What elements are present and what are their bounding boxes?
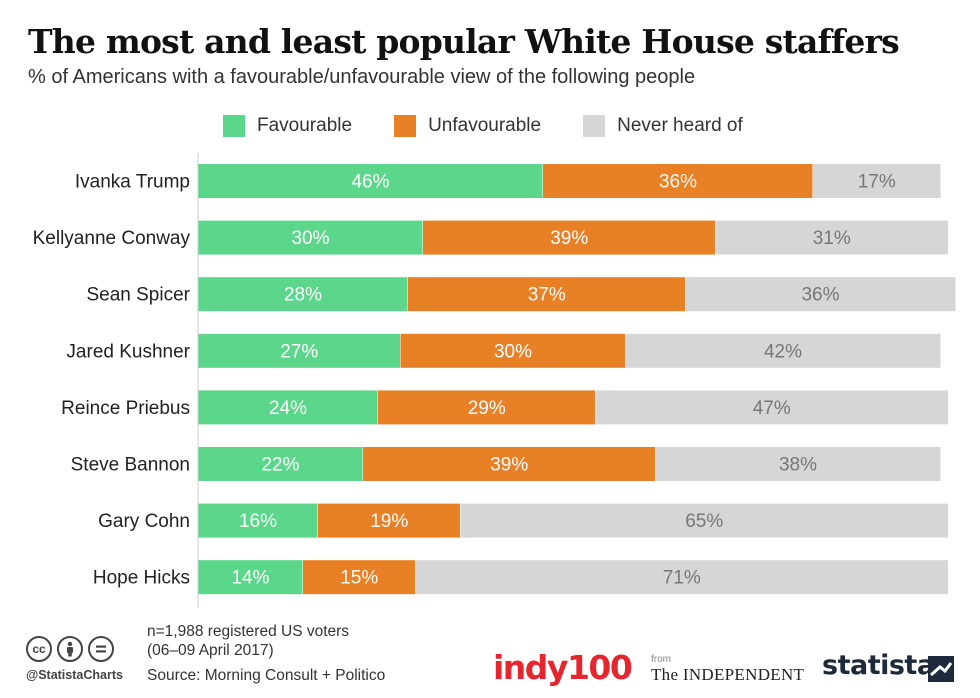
- bar-favourable: [198, 333, 401, 368]
- legend-swatch-unfavourable: [394, 115, 417, 137]
- bar-favourable: [198, 503, 318, 538]
- bar-never-heard: [595, 390, 948, 425]
- bar-unfavourable: [543, 164, 813, 198]
- data-label-favourable: 24%: [269, 398, 307, 419]
- data-label-unfavourable: 15%: [340, 568, 378, 589]
- from-label: from: [651, 654, 671, 665]
- data-label-favourable: 46%: [351, 172, 389, 193]
- bar-unfavourable: [318, 503, 461, 538]
- independent-logo: The INDEPENDENT: [651, 665, 804, 685]
- bar-favourable: [198, 277, 408, 312]
- data-label-unfavourable: 30%: [494, 341, 532, 362]
- data-label-never-heard: 65%: [685, 511, 723, 532]
- data-label-unfavourable: 36%: [659, 172, 697, 193]
- source-note: Source: Morning Consult + Politico: [147, 667, 386, 684]
- bar-never-heard: [625, 333, 941, 368]
- data-label-unfavourable: 29%: [468, 398, 506, 419]
- bar-unfavourable: [378, 390, 596, 425]
- bar-favourable: [198, 220, 423, 255]
- statista-handle: @StatistaCharts: [26, 668, 123, 682]
- data-label-never-heard: 38%: [779, 455, 817, 476]
- data-label-never-heard: 71%: [663, 568, 701, 589]
- bar-unfavourable: [303, 560, 416, 595]
- legend-label-never-heard: Never heard of: [617, 115, 743, 136]
- indy100-logo: indy100: [493, 648, 633, 687]
- bar-unfavourable: [423, 220, 716, 255]
- data-label-unfavourable: 19%: [370, 511, 408, 532]
- sample-note: n=1,988 registered US voters: [147, 623, 350, 640]
- bar-favourable: [198, 390, 378, 425]
- legend-item-unfavourable: Unfavourable: [394, 115, 541, 137]
- data-label-favourable: 30%: [291, 228, 329, 249]
- data-label-never-heard: 36%: [801, 285, 839, 306]
- bar-never-heard: [715, 220, 948, 255]
- data-label-never-heard: 17%: [858, 172, 896, 193]
- creative-commons-icon: cc: [26, 636, 52, 662]
- statista-mark-icon: [928, 656, 954, 682]
- bar-never-heard: [685, 277, 956, 312]
- bar-unfavourable: [363, 447, 656, 481]
- bar-unfavourable: [408, 277, 686, 312]
- category-label: Ivanka Trump: [75, 172, 190, 193]
- bar-favourable: [198, 164, 543, 198]
- data-label-never-heard: 47%: [753, 398, 791, 419]
- bar-unfavourable: [400, 333, 626, 368]
- data-label-unfavourable: 39%: [550, 228, 588, 249]
- license-icons: cc: [26, 636, 114, 662]
- legend-item-never-heard: Never heard of: [583, 115, 743, 137]
- no-derivatives-icon: [88, 636, 114, 662]
- attribution-icon: [57, 636, 83, 662]
- data-label-never-heard: 31%: [813, 228, 851, 249]
- legend: Favourable Unfavourable Never heard of: [223, 113, 785, 139]
- chart-subtitle: % of Americans with a favourable/unfavou…: [28, 66, 696, 88]
- independent-logo-text: The INDEPENDENT: [651, 665, 805, 684]
- data-label-favourable: 16%: [239, 511, 277, 532]
- category-label: Jared Kushner: [66, 341, 190, 362]
- bar-never-heard: [655, 447, 941, 481]
- data-label-never-heard: 42%: [764, 341, 802, 362]
- bar-favourable: [198, 560, 303, 595]
- legend-label-favourable: Favourable: [257, 115, 353, 136]
- data-label-unfavourable: 39%: [490, 455, 528, 476]
- category-label: Gary Cohn: [98, 511, 190, 532]
- legend-item-favourable: Favourable: [223, 115, 352, 137]
- date-note: (06–09 April 2017): [147, 642, 274, 659]
- legend-label-unfavourable: Unfavourable: [428, 115, 542, 136]
- data-label-unfavourable: 37%: [528, 285, 566, 306]
- data-label-favourable: 27%: [280, 341, 318, 362]
- legend-swatch-favourable: [223, 115, 245, 137]
- category-label: Kellyanne Conway: [33, 228, 191, 249]
- category-label: Reince Priebus: [61, 398, 190, 419]
- data-label-favourable: 22%: [261, 455, 299, 476]
- bar-favourable: [198, 447, 363, 481]
- category-label: Sean Spicer: [86, 285, 190, 306]
- footer-note: n=1,988 registered US voters (06–09 Apri…: [147, 622, 385, 685]
- bar-never-heard: [813, 164, 941, 198]
- statista-logo: statista: [822, 650, 935, 681]
- legend-swatch-never-heard: [583, 115, 606, 137]
- bar-never-heard: [415, 560, 948, 595]
- chart-title: The most and least popular White House s…: [28, 22, 900, 61]
- category-label: Steve Bannon: [71, 455, 190, 476]
- data-label-favourable: 14%: [231, 568, 269, 589]
- bars-layer: Ivanka Trump 46% 36% 17% Kellyanne Conway 30%…: [33, 164, 956, 595]
- category-label: Hope Hicks: [93, 568, 190, 589]
- data-label-favourable: 28%: [284, 285, 322, 306]
- bar-never-heard: [460, 503, 948, 538]
